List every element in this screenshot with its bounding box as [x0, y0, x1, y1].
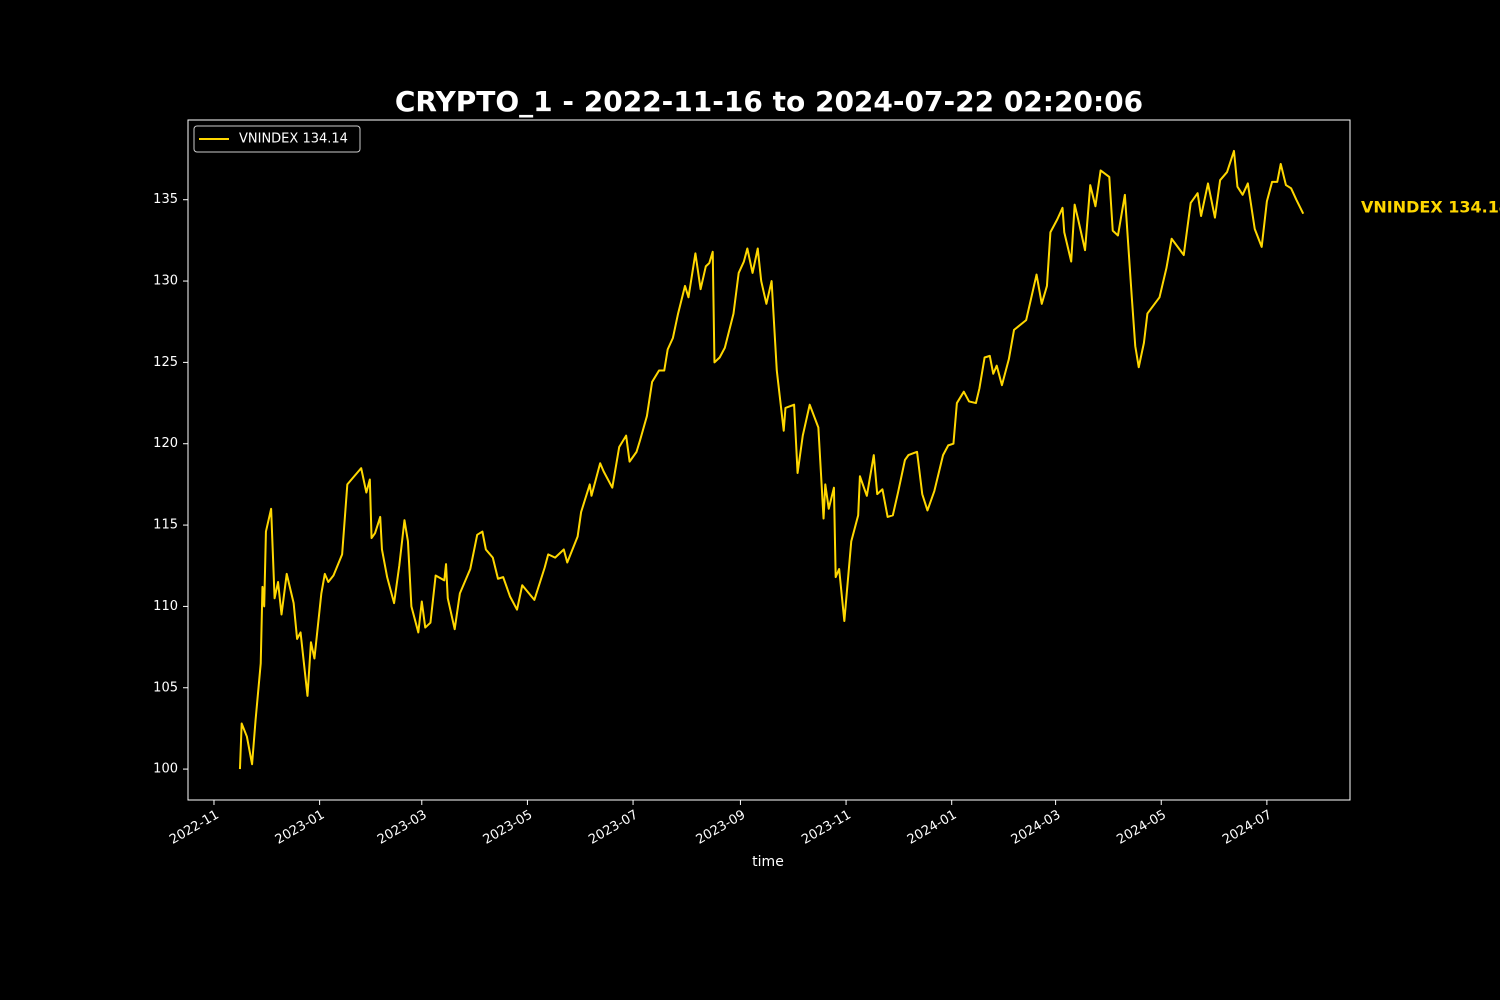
data-line — [238, 149, 1305, 770]
y-tick-label: 105 — [153, 680, 178, 695]
legend: VNINDEX 134.14 — [193, 125, 361, 153]
legend-label: VNINDEX 134.14 — [239, 132, 348, 147]
y-tick-label: 115 — [153, 518, 178, 533]
legend-box — [193, 125, 361, 153]
plot-frame — [187, 119, 1351, 801]
y-tick-label: 135 — [153, 192, 178, 207]
y-tick-label: 110 — [153, 599, 178, 614]
end-label: VNINDEX 134.14 — [1361, 198, 1500, 217]
y-tick-label: 130 — [153, 274, 178, 289]
x-axis-label: time — [752, 854, 784, 870]
y-tick-label: 100 — [153, 762, 178, 777]
y-tick-label: 120 — [153, 436, 178, 451]
chart-title: CRYPTO_1 - 2022-11-16 to 2024-07-22 02:2… — [395, 85, 1143, 118]
y-tick-label: 125 — [153, 355, 178, 370]
